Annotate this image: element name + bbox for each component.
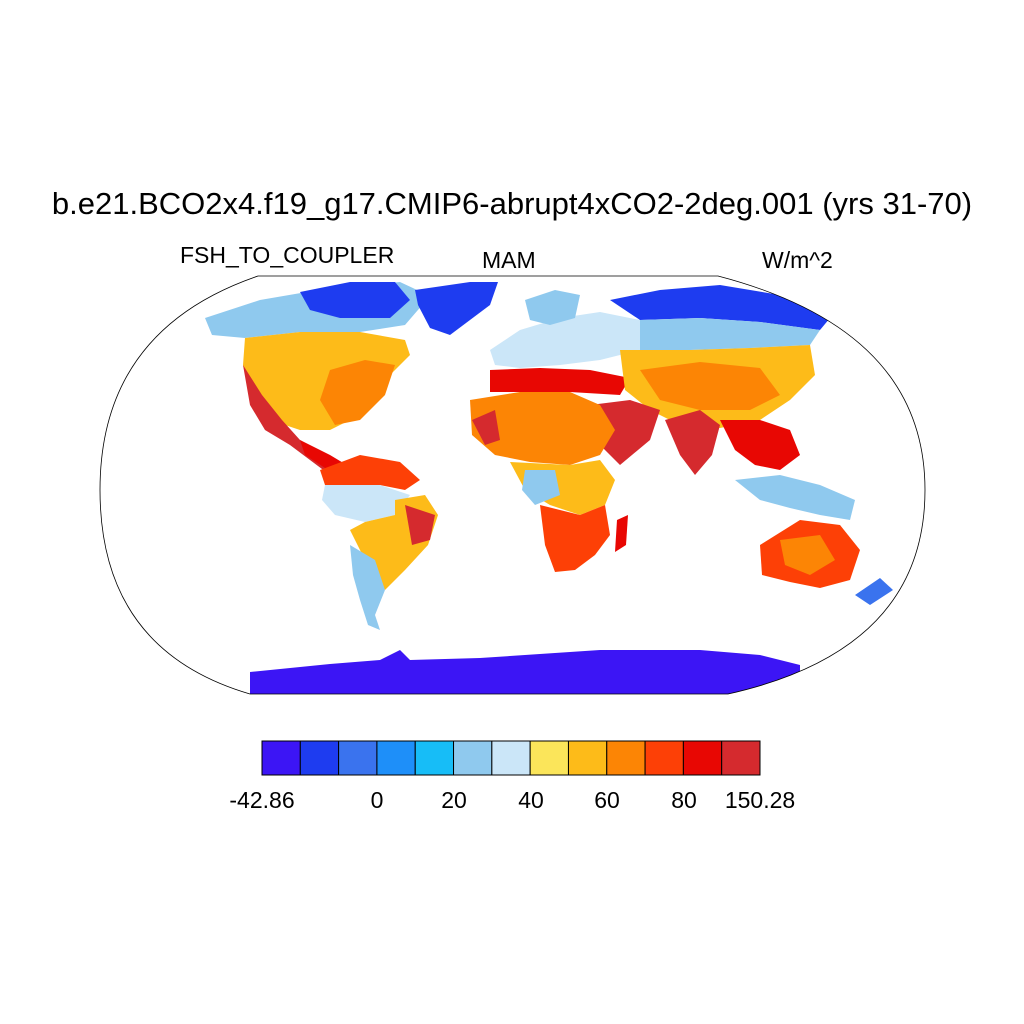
south-america-south xyxy=(350,545,385,630)
greenland xyxy=(415,282,498,335)
season-label: MAM xyxy=(482,247,536,273)
colorbar-box xyxy=(567,740,608,776)
colorbar-box xyxy=(414,740,455,776)
scandinavia xyxy=(525,290,580,325)
map-title: b.e21.BCO2x4.f19_g17.CMIP6-abrupt4xCO2-2… xyxy=(51,186,973,221)
india xyxy=(665,410,720,475)
sahara-hot xyxy=(472,410,500,445)
colorbar-tick-label: 0 xyxy=(370,787,384,813)
colorbar-tick-label: 40 xyxy=(518,787,544,813)
variable-label: FSH_TO_COUPLER xyxy=(180,242,395,268)
colorbar-tick-label: 20 xyxy=(441,787,467,813)
colorbar-box xyxy=(453,740,493,776)
south-america-north xyxy=(320,455,420,490)
mediterranean-band xyxy=(490,368,630,395)
units-label: W/m^2 xyxy=(762,247,833,273)
south-america-amazon xyxy=(322,485,410,522)
colorbar-box xyxy=(529,740,569,776)
australia-interior xyxy=(780,535,835,575)
south-america-hot xyxy=(405,505,435,545)
southern-africa xyxy=(540,505,610,572)
colorbar-box xyxy=(299,740,340,776)
siberia-cold xyxy=(610,285,830,330)
colorbar-box xyxy=(682,740,723,776)
colorbar-box xyxy=(491,740,531,776)
north-africa xyxy=(470,392,615,465)
colorbar-box xyxy=(261,740,301,776)
southeast-asia xyxy=(720,420,800,470)
middle-east xyxy=(590,400,660,465)
colorbar-tick-label: 150.28 xyxy=(724,787,796,813)
colorbar-box xyxy=(376,740,416,776)
map-border xyxy=(99,275,926,695)
colorbar-box xyxy=(721,740,761,776)
colorbar-tick-label: 60 xyxy=(594,787,620,813)
land-fill xyxy=(205,282,893,694)
north-america-arctic xyxy=(300,282,410,318)
antarctica xyxy=(250,650,800,694)
colorbar-box xyxy=(338,740,378,776)
colorbar-box xyxy=(606,740,646,776)
madagascar xyxy=(615,515,628,552)
colorbar-tick-label: 80 xyxy=(671,787,697,813)
colorbar-box xyxy=(644,740,684,776)
north-asia xyxy=(640,318,820,350)
new-zealand xyxy=(855,578,893,605)
north-america-east xyxy=(320,360,395,425)
africa-congo xyxy=(522,470,560,505)
europe xyxy=(490,312,640,368)
asia-hot xyxy=(640,362,780,410)
maritime-continent xyxy=(735,475,855,520)
colorbar-tick-label: -42.86 xyxy=(229,787,295,813)
